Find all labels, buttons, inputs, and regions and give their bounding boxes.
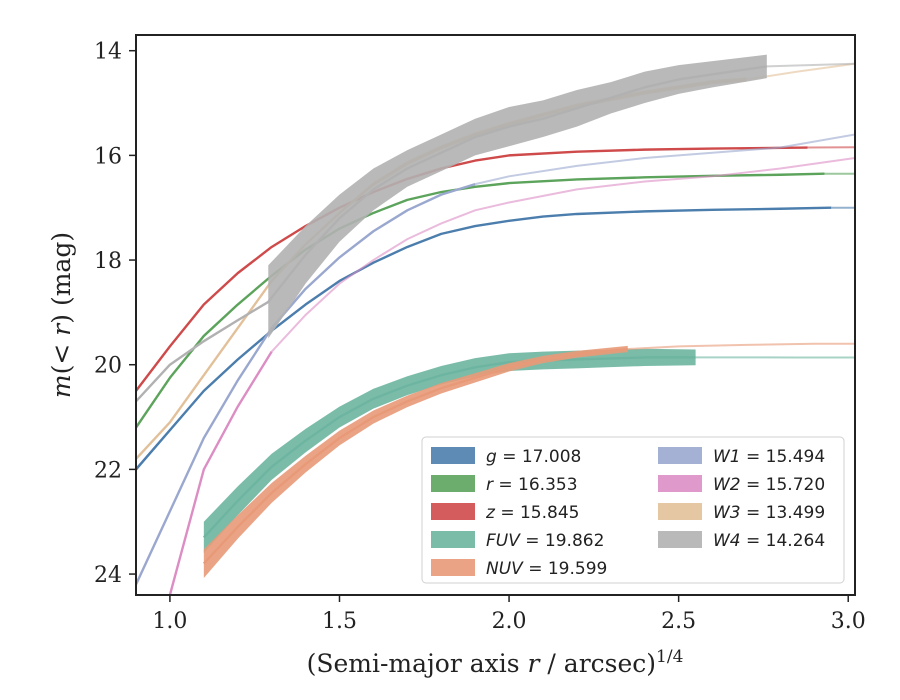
x-tick-label: 3.0 [831,609,866,634]
x-tick-label: 1.0 [152,609,187,634]
legend-label-w1: W1 = 15.494 [713,447,825,467]
line-g [136,206,832,471]
legend-label-w3: W3 = 13.499 [713,503,825,523]
extrapolation-nuv [627,342,855,351]
legend-item-g: g = 17.008 [431,447,581,467]
x-tick-label: 2.5 [661,609,696,634]
legend-label-z: z = 15.845 [485,503,579,523]
legend-item-w1: W1 = 15.494 [658,447,825,467]
line-w1 [136,183,476,586]
legend-label-r: r = 16.353 [486,475,578,495]
extrapolation-w4 [766,62,855,68]
legend-item-nuv: NUV = 19.599 [431,559,607,579]
x-tick-label: 1.5 [322,609,357,634]
y-tick-label: 18 [94,249,122,274]
extrapolation-w1 [474,133,855,186]
y-axis: 14 16 18 20 22 24 [94,40,136,588]
series-w4 [136,54,855,403]
legend: g = 17.008 r = 16.353 z = 15.845 FUV = 19.8… [421,436,845,584]
y-tick-label: 14 [94,40,122,65]
x-axis: 1.0 1.5 2.0 2.5 3.0 [152,595,866,634]
series-nuv [202,342,855,578]
y-axis-label: m(< r) (mag) [47,232,76,398]
legend-swatch-w4 [658,531,702,548]
band-w3 [339,77,747,215]
legend-swatch-nuv [431,559,475,576]
legend-item-w4: W4 = 14.264 [658,531,825,551]
legend-swatch-w1 [658,447,702,464]
plot-frame [135,34,856,596]
legend-swatch-z [431,503,475,520]
legend-swatch-w2 [658,475,702,492]
line-w4 [136,65,767,403]
line-w2 [168,351,273,595]
band-g [136,303,306,472]
extrapolation-w2 [270,157,855,353]
x-tick-label: 2.0 [492,609,527,634]
y-tick-label: 20 [94,354,122,379]
series-w2 [168,157,855,595]
series-fuv [202,348,855,554]
series-g [136,206,855,472]
legend-item-w2: W2 = 15.720 [658,475,825,495]
legend-swatch-r [431,475,475,492]
y-tick-label: 22 [94,458,122,483]
legend-label-w2: W2 = 15.720 [713,475,825,495]
legend-swatch-g [431,447,475,464]
plot-area [136,54,855,595]
legend-item-w3: W3 = 13.499 [658,503,825,523]
legend-label-nuv: NUV = 19.599 [486,559,607,579]
legend-swatch-fuv [431,531,475,548]
legend-swatch-w3 [658,503,702,520]
y-tick-label: 24 [94,563,122,588]
line-nuv [202,347,628,565]
legend-item-r: r = 16.353 [431,475,578,495]
band-fuv [203,348,696,554]
line-r [136,172,825,429]
line-fuv [202,356,696,539]
x-axis-label: (Semi-major axis r / arcsec)1/4 [307,647,684,678]
y-tick-label: 16 [94,144,122,169]
series-r [136,172,855,430]
legend-item-fuv: FUV = 19.862 [431,531,604,551]
band-w4 [268,54,767,339]
legend-label-w4: W4 = 14.264 [713,531,825,551]
legend-label-fuv: FUV = 19.862 [486,531,604,551]
legend-frame [421,436,845,584]
legend-item-z: z = 15.845 [431,503,579,523]
legend-label-g: g = 17.008 [486,447,581,467]
series-w1 [136,133,855,586]
